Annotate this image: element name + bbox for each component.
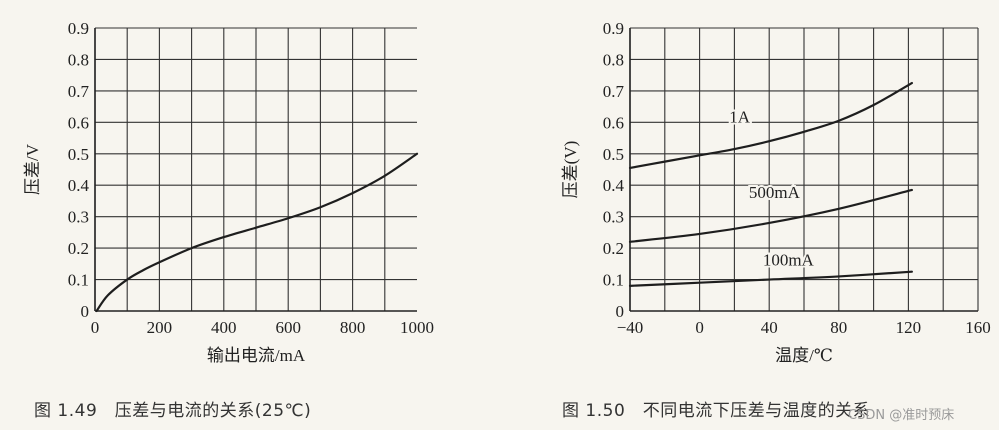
y-tick-label: 0.4: [68, 176, 90, 195]
x-tick-label: 200: [147, 318, 173, 337]
chart-voltage-drop-vs-temperature: 00.10.20.30.40.50.60.70.80.9−40 0 40 80 120 1…: [561, 19, 991, 365]
y-tick-label: 0.9: [603, 19, 624, 38]
y-axis-label: 压差/V: [23, 143, 42, 195]
series-line-100ma: [628, 270, 913, 287]
y-tick-label: 0.3: [68, 208, 89, 227]
series-label: 100mA: [763, 250, 815, 269]
x-tick-label: 120: [896, 318, 922, 337]
y-tick-label: 0.6: [68, 113, 89, 132]
x-tick-label: 160: [965, 318, 991, 337]
figure-1-49-caption: 图 1.49 压差与电流的关系(25℃): [34, 401, 312, 421]
x-tick-label: 400: [211, 318, 237, 337]
y-tick-label: 0.5: [68, 145, 89, 164]
x-tick-label: 80: [830, 318, 847, 337]
y-tick-label: 0.8: [68, 50, 89, 69]
y-tick-label: 0.9: [68, 19, 89, 38]
y-tick-label: 0.4: [603, 176, 625, 195]
y-tick-label: 0.5: [603, 145, 624, 164]
x-axis-label: 温度/℃: [775, 346, 833, 365]
figure-1-50-caption: 图 1.50 不同电流下压差与温度的关系: [562, 401, 871, 421]
series-line-1a: [628, 81, 913, 170]
y-tick-label: 0.7: [68, 82, 90, 101]
y-tick-label: 0.7: [603, 82, 625, 101]
series-line-500ma: [628, 188, 913, 243]
y-tick-label: 0: [81, 302, 90, 321]
x-tick-label: −40: [617, 318, 644, 337]
y-tick-label: 0.2: [68, 239, 89, 258]
x-tick-label: 0: [91, 318, 100, 337]
x-tick-label: 600: [275, 318, 301, 337]
x-axis-label: 输出电流/mA: [207, 346, 306, 365]
x-tick-label: 0: [695, 318, 704, 337]
x-tick-label: 40: [761, 318, 778, 337]
series-label: 1A: [729, 107, 751, 126]
x-tick-label: 1000: [400, 318, 434, 337]
x-tick-label: 800: [340, 318, 366, 337]
series-label: 500mA: [749, 183, 801, 202]
watermark: CSDN @准时预床: [848, 408, 955, 423]
y-tick-label: 0.8: [603, 50, 624, 69]
chart-voltage-drop-vs-current: 0 0.1 0.2 0.3 0.4 0.5 0.6 0.7 0.8 0.9 0 200 400 600 80…: [23, 19, 434, 365]
y-tick-label: 0: [616, 302, 625, 321]
y-tick-label: 0.3: [603, 208, 624, 227]
series-line-main: [95, 152, 419, 313]
y-tick-label: 0.2: [603, 239, 624, 258]
y-tick-label: 0.6: [603, 113, 624, 132]
y-tick-label: 0.1: [603, 271, 624, 290]
y-tick-label: 0.1: [68, 271, 89, 290]
y-axis-label: 压差(V): [561, 141, 580, 199]
